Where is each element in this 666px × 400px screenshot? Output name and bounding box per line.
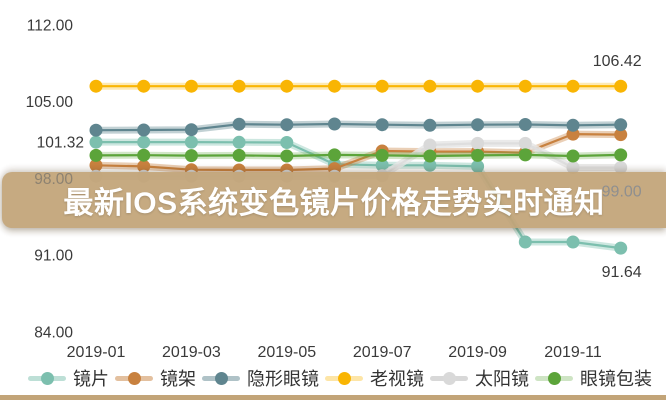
legend-item-frames[interactable]: 镜架 (115, 365, 196, 391)
data-point-contact-lenses (232, 117, 246, 131)
page-title: 最新IOS系统变色镜片价格走势实时通知 (63, 187, 605, 220)
data-point-reading-glasses (471, 79, 485, 93)
data-point-contact-lenses (423, 118, 437, 132)
data-point-lenses (375, 158, 389, 172)
legend-label-frames: 镜架 (160, 369, 196, 389)
legend-item-reading-glasses[interactable]: 老视镜 (325, 365, 424, 391)
data-point-packaging (184, 149, 198, 163)
data-point-reading-glasses (89, 79, 103, 93)
data-point-contact-lenses (137, 123, 151, 137)
data-point-packaging (471, 148, 485, 162)
legend-item-lenses[interactable]: 镜片 (28, 365, 109, 391)
series-lenses (89, 135, 628, 255)
series-reading-glasses (89, 79, 628, 93)
data-point-contact-lenses (471, 118, 485, 132)
data-point-contact-lenses (184, 123, 198, 137)
legend-label-packaging: 眼镜包装 (580, 369, 652, 389)
data-point-lenses (423, 158, 437, 172)
legend-line-dot-icon (325, 371, 363, 385)
data-point-reading-glasses (375, 79, 389, 93)
legend-line-dot-icon (430, 371, 468, 385)
series-contact-lenses (89, 117, 628, 137)
legend-line-dot-icon (28, 371, 66, 385)
data-point-contact-lenses (328, 117, 341, 131)
legend-item-packaging[interactable]: 眼镜包装 (535, 365, 652, 391)
data-point-lenses (471, 159, 485, 173)
data-point-reading-glasses (232, 79, 246, 93)
legend-label-contact-lenses: 隐形眼镜 (247, 369, 319, 389)
data-point-frames (614, 128, 628, 142)
data-point-packaging (423, 149, 437, 163)
data-point-contact-lenses (280, 118, 294, 132)
data-point-contact-lenses (566, 118, 580, 132)
data-point-packaging (566, 149, 580, 163)
data-point-sunglasses (471, 136, 485, 150)
legend-line-dot-icon (535, 371, 573, 385)
data-point-reading-glasses (184, 79, 198, 93)
data-point-contact-lenses (614, 118, 628, 132)
data-point-packaging (614, 148, 628, 162)
data-point-packaging (518, 148, 532, 162)
data-point-lenses (614, 241, 628, 255)
data-point-sunglasses (566, 161, 580, 174)
data-point-packaging (375, 148, 389, 162)
legend-label-sunglasses: 太阳镜 (475, 369, 529, 389)
data-point-lenses (232, 135, 246, 149)
data-point-lenses (89, 135, 103, 149)
bottom-banner-strip (0, 395, 666, 400)
data-point-sunglasses (518, 136, 532, 150)
data-point-reading-glasses (423, 79, 437, 93)
data-point-lenses (280, 136, 294, 149)
data-point-contact-lenses (518, 118, 532, 131)
series-line-contact-lenses (95, 122, 621, 132)
data-point-lenses (518, 235, 532, 249)
legend-label-reading-glasses: 老视镜 (370, 369, 424, 389)
legend-label-lenses: 镜片 (73, 369, 109, 389)
data-point-reading-glasses (566, 79, 580, 93)
legend-line-dot-icon (115, 371, 153, 385)
series-packaging (89, 148, 628, 163)
data-point-sunglasses (614, 161, 628, 174)
data-point-reading-glasses (137, 79, 151, 93)
data-point-sunglasses (423, 138, 437, 152)
legend-item-contact-lenses[interactable]: 隐形眼镜 (202, 365, 319, 391)
data-point-reading-glasses (518, 79, 532, 93)
chart-legend: 镜片 镜架 隐形眼镜 老视镜 太阳镜 眼镜包装 (28, 365, 652, 391)
data-point-packaging (328, 148, 341, 162)
data-point-contact-lenses (89, 123, 103, 137)
data-point-contact-lenses (375, 118, 389, 132)
data-point-lenses (184, 135, 198, 149)
data-point-lenses (566, 235, 580, 249)
data-point-frames (89, 158, 103, 172)
title-banner: 最新IOS系统变色镜片价格走势实时通知 (2, 172, 666, 228)
data-point-packaging (280, 149, 294, 163)
data-point-reading-glasses (328, 79, 341, 93)
data-point-packaging (89, 148, 103, 162)
data-point-packaging (232, 148, 246, 162)
series-line-packaging (95, 153, 621, 158)
data-point-packaging (137, 148, 151, 162)
data-point-reading-glasses (280, 79, 294, 93)
data-point-reading-glasses (614, 79, 628, 93)
data-point-frames (137, 159, 151, 173)
series-line-lenses (96, 141, 621, 250)
data-point-lenses (137, 135, 151, 149)
legend-line-dot-icon (202, 371, 240, 385)
legend-item-sunglasses[interactable]: 太阳镜 (430, 365, 529, 391)
